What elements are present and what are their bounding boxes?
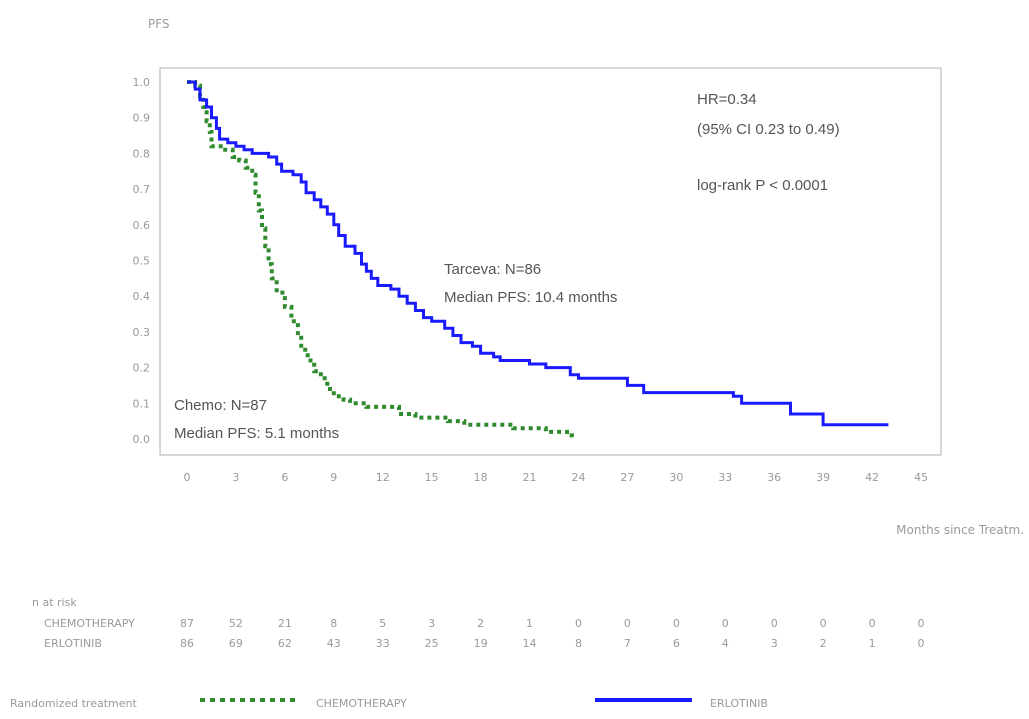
at-risk-value: 21 (278, 617, 292, 630)
at-risk-table: CHEMOTHERAPY 87 52 21 8 5 3 2 1 0 0 0 0 0 0 0 0ERLOTINIB… (44, 617, 925, 650)
y-tick-label: 0.1 (133, 397, 151, 410)
at-risk-value: 25 (425, 637, 439, 650)
logrank-label: log-rank P < 0.0001 (697, 177, 828, 194)
x-tick-label: 33 (718, 471, 732, 484)
at-risk-value: 4 (722, 637, 729, 650)
x-tick-label: 15 (425, 471, 439, 484)
at-risk-value: 0 (918, 637, 925, 650)
x-tick-label: 12 (376, 471, 390, 484)
x-tick-label: 9 (330, 471, 337, 484)
at-risk-value: 8 (330, 617, 337, 630)
chemo-median-label: Median PFS: 5.1 months (174, 425, 339, 442)
at-risk-value: 0 (771, 617, 778, 630)
y-tick-label: 0.8 (133, 147, 151, 160)
survival-curves (187, 80, 889, 439)
at-risk-value: 7 (624, 637, 631, 650)
y-tick-label: 0.6 (133, 219, 151, 232)
x-tick-label: 45 (914, 471, 928, 484)
x-tick-label: 39 (816, 471, 830, 484)
y-tick-label: 0.7 (133, 183, 151, 196)
at-risk-title: n at risk (32, 596, 77, 609)
at-risk-value: 0 (722, 617, 729, 630)
curve-chemotherapy (187, 80, 574, 439)
x-tick-label: 18 (474, 471, 488, 484)
plot-frame (159, 67, 942, 456)
at-risk-value: 2 (477, 617, 484, 630)
y-tick-label: 0.5 (133, 255, 151, 268)
at-risk-value: 6 (673, 637, 680, 650)
at-risk-value: 33 (376, 637, 390, 650)
at-risk-value: 62 (278, 637, 292, 650)
x-tick-label: 21 (523, 471, 537, 484)
at-risk-value: 0 (918, 617, 925, 630)
x-tick-label: 27 (620, 471, 634, 484)
curve-erlotinib (187, 80, 889, 427)
x-tick-label: 36 (767, 471, 781, 484)
legend-label-erlotinib: ERLOTINIB (710, 697, 768, 710)
y-axis-title: PFS (148, 17, 170, 31)
at-risk-value: 8 (575, 637, 582, 650)
at-risk-value: 3 (428, 617, 435, 630)
y-tick-label: 0.3 (133, 326, 151, 339)
x-tick-label: 24 (571, 471, 585, 484)
confidence-interval-label: (95% CI 0.23 to 0.49) (697, 121, 840, 138)
hazard-ratio-label: HR=0.34 (697, 91, 757, 108)
at-risk-value: 5 (379, 617, 386, 630)
at-risk-value: 0 (869, 617, 876, 630)
at-risk-row-label: ERLOTINIB (44, 637, 102, 650)
y-tick-labels: 0.0 0.1 0.2 0.3 0.4 0.5 0.6 0.7 0.8 0.9 1.0 (133, 76, 151, 446)
at-risk-value: 0 (624, 617, 631, 630)
tarceva-median-label: Median PFS: 10.4 months (444, 289, 617, 306)
y-tick-label: 1.0 (133, 76, 151, 89)
at-risk-row-label: CHEMOTHERAPY (44, 617, 135, 630)
at-risk-value: 0 (820, 617, 827, 630)
at-risk-value: 2 (820, 637, 827, 650)
y-tick-label: 0.9 (133, 112, 151, 125)
tarceva-n-label: Tarceva: N=86 (444, 261, 541, 278)
at-risk-value: 43 (327, 637, 341, 650)
at-risk-value: 14 (523, 637, 537, 650)
at-risk-value: 52 (229, 617, 243, 630)
at-risk-value: 19 (474, 637, 488, 650)
x-axis-title: Months since Treatm. (896, 523, 1024, 537)
x-tick-label: 42 (865, 471, 879, 484)
y-tick-label: 0.4 (133, 290, 151, 303)
at-risk-value: 69 (229, 637, 243, 650)
legend-label-chemotherapy: CHEMOTHERAPY (316, 697, 407, 710)
at-risk-value: 1 (869, 637, 876, 650)
at-risk-value: 0 (673, 617, 680, 630)
at-risk-value: 86 (180, 637, 194, 650)
chemo-n-label: Chemo: N=87 (174, 397, 267, 414)
x-tick-labels: 0 3 6 9 12 15 18 21 24 27 30 33 36 39 42 45 (184, 471, 929, 484)
at-risk-value: 87 (180, 617, 194, 630)
at-risk-value: 1 (526, 617, 533, 630)
x-tick-label: 0 (184, 471, 191, 484)
x-tick-label: 6 (281, 471, 288, 484)
at-risk-value: 3 (771, 637, 778, 650)
x-tick-label: 30 (669, 471, 683, 484)
x-tick-label: 3 (232, 471, 239, 484)
y-tick-label: 0.0 (133, 433, 151, 446)
legend-title: Randomized treatment (10, 697, 137, 710)
y-tick-label: 0.2 (133, 362, 151, 375)
at-risk-value: 0 (575, 617, 582, 630)
